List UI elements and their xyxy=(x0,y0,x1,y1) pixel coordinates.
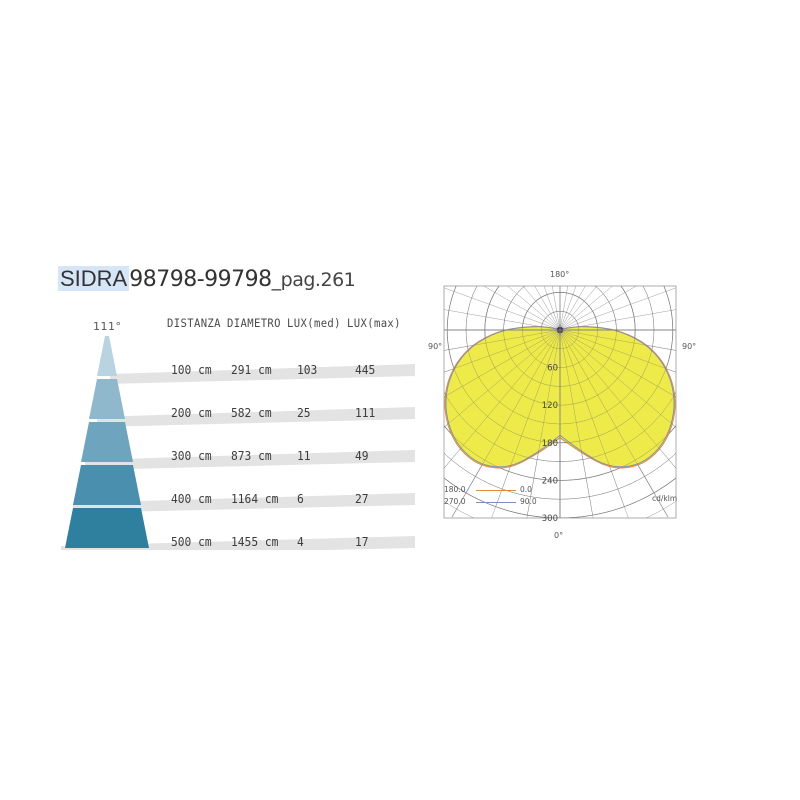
svg-text:60: 60 xyxy=(547,364,558,374)
table-row-bars xyxy=(61,364,415,550)
legend-line-c0 xyxy=(476,490,516,491)
cell-distanza: 400 cm xyxy=(171,491,212,506)
page-reference: _pag.261 xyxy=(271,269,356,291)
cell-diametro: 873 cm xyxy=(231,448,272,463)
polar-unit-label: cd/klm xyxy=(652,494,678,503)
legend-plane-c90: 270.0 xyxy=(444,497,466,506)
cone-segment-2 xyxy=(89,379,125,419)
cell-lux-med: 25 xyxy=(297,405,311,420)
legend-value-c0: 0.0 xyxy=(520,485,532,494)
cell-lux-med: 6 xyxy=(297,491,304,506)
cell-lux-max: 17 xyxy=(355,534,369,549)
cell-lux-med: 11 xyxy=(297,448,311,463)
legend-entry-c0: 180.0 0.0 xyxy=(444,485,532,494)
polar-grid-overlay xyxy=(444,286,676,518)
svg-text:120: 120 xyxy=(542,401,558,411)
cell-lux-max: 111 xyxy=(355,405,376,420)
column-header-distanza: DISTANZA xyxy=(167,316,221,330)
cell-diametro: 1455 cm xyxy=(231,534,279,549)
cell-lux-max: 49 xyxy=(355,448,369,463)
svg-text:240: 240 xyxy=(542,476,558,486)
legend-entry-c90: 270.0 90.0 xyxy=(444,497,537,506)
cell-lux-med: 4 xyxy=(297,534,304,549)
beam-cone-diagram xyxy=(65,336,149,548)
column-header-lux-med: LUX(med) xyxy=(287,316,341,330)
ring-tick-labels: 60 120 180 240 300 xyxy=(542,364,558,524)
cell-distanza: 300 cm xyxy=(171,448,212,463)
legend-line-c90 xyxy=(476,502,516,503)
cone-segment-4 xyxy=(73,465,141,505)
polar-label-left: 90° xyxy=(428,342,443,351)
cone-segment-3 xyxy=(81,422,133,462)
svg-text:180: 180 xyxy=(542,439,558,449)
cell-lux-max: 27 xyxy=(355,491,369,506)
cell-diametro: 1164 cm xyxy=(231,491,279,506)
product-code: 98798-99798 xyxy=(129,267,272,292)
cone-segment-5 xyxy=(65,508,149,548)
polar-photometric-diagram: 60 120 180 240 300 180° 0° 90° 90° cd/klm 18… xyxy=(428,270,710,552)
beam-cone-panel: 111° xyxy=(55,300,415,560)
polar-chart-canvas: 60 120 180 240 300 xyxy=(443,285,677,524)
cell-lux-med: 103 xyxy=(297,362,318,377)
svg-text:300: 300 xyxy=(542,514,558,524)
beam-angle-label: 111° xyxy=(93,320,122,333)
brand-name: SIDRA xyxy=(58,266,130,291)
page-title: SIDRA98798-99798_pag.261 xyxy=(58,266,356,293)
legend-plane-c0: 180.0 xyxy=(444,485,466,494)
cell-distanza: 500 cm xyxy=(171,534,212,549)
polar-label-top: 180° xyxy=(550,270,570,279)
column-header-diametro: DIAMETRO xyxy=(227,316,281,330)
cell-distanza: 200 cm xyxy=(171,405,212,420)
cell-diametro: 582 cm xyxy=(231,405,272,420)
cell-distanza: 100 cm xyxy=(171,362,212,377)
polar-label-right: 90° xyxy=(682,342,697,351)
cell-lux-max: 445 xyxy=(355,362,376,377)
column-header-lux-max: LUX(max) xyxy=(347,316,401,330)
cell-diametro: 291 cm xyxy=(231,362,272,377)
cone-segment-1 xyxy=(97,336,117,376)
polar-label-bottom: 0° xyxy=(554,531,564,540)
photometric-table: DISTANZA DIAMETRO LUX(med) LUX(max) 100 … xyxy=(55,300,415,550)
legend-value-c90: 90.0 xyxy=(520,497,537,506)
